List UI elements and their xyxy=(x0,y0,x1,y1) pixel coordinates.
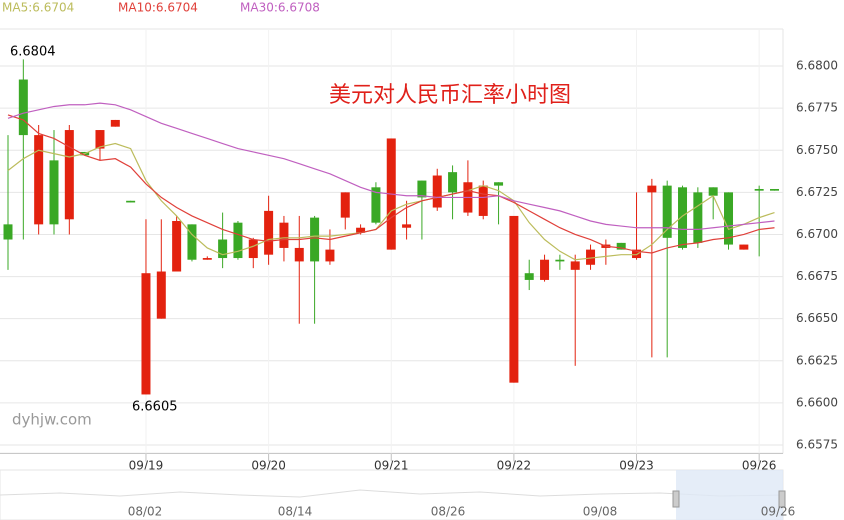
annotation: 6.6804 xyxy=(10,45,56,60)
y-tick-label: 6.6775 xyxy=(796,101,838,115)
candle-body xyxy=(3,224,13,240)
candle-body xyxy=(233,222,243,259)
navigator-label: 08/26 xyxy=(431,505,466,519)
candle-body xyxy=(417,180,427,198)
candle-body xyxy=(356,227,366,233)
candle-body xyxy=(724,192,734,245)
navigator xyxy=(0,469,786,520)
navigator-label: 09/26 xyxy=(761,505,796,519)
candle-body xyxy=(647,185,657,193)
y-tick-label: 6.6625 xyxy=(796,353,838,367)
candle-body xyxy=(110,119,120,127)
candle-body xyxy=(540,259,550,280)
legend-entry: MA5:6.6704 xyxy=(2,1,74,15)
legend: MA5:6.6704 MA10:6.6704 MA30:6.6708 xyxy=(2,1,320,15)
navigator-frame xyxy=(0,469,784,520)
y-tick-label: 6.6600 xyxy=(796,395,838,409)
navigator-handle[interactable] xyxy=(778,490,786,508)
y-tick-label: 6.6725 xyxy=(796,185,838,199)
y-tick-label: 6.6675 xyxy=(796,269,838,283)
candle-body xyxy=(187,224,197,260)
candle-body xyxy=(126,200,136,203)
candle-body xyxy=(432,175,442,208)
navigator-label: 08/02 xyxy=(128,505,163,519)
candle-body xyxy=(218,239,228,259)
chart-title: 美元对人民币汇率小时图 xyxy=(329,83,571,108)
candle-body xyxy=(294,247,304,262)
y-tick-label: 6.6750 xyxy=(796,143,838,157)
y-tick-label: 6.6575 xyxy=(796,437,838,451)
ma-line xyxy=(7,114,775,254)
candle-body xyxy=(739,244,749,250)
candle-body xyxy=(524,273,534,280)
x-tick-label: 09/20 xyxy=(251,459,286,473)
ma-line xyxy=(7,102,775,231)
candle-body xyxy=(402,224,412,228)
plot xyxy=(3,59,779,395)
candle-body xyxy=(586,249,596,265)
watermark: dyhjw.com xyxy=(12,411,92,429)
candle-body xyxy=(448,172,458,193)
navigator-label: 09/08 xyxy=(583,505,618,519)
candle-body xyxy=(770,188,779,191)
candle-body xyxy=(95,130,105,149)
candle-body xyxy=(264,210,274,255)
x-tick-label: 09/21 xyxy=(374,459,409,473)
annotation: 6.6605 xyxy=(132,400,178,415)
candle-body xyxy=(754,188,764,191)
navigator-handle[interactable] xyxy=(672,490,680,508)
x-tick-label: 09/22 xyxy=(497,459,532,473)
ma-line xyxy=(7,142,775,261)
candle-body xyxy=(708,187,718,196)
x-tick-label: 09/23 xyxy=(619,459,654,473)
candle-body xyxy=(678,187,688,248)
candle-body xyxy=(509,215,519,383)
candle-body xyxy=(494,182,504,186)
navigator-window[interactable] xyxy=(676,470,783,520)
candle-body xyxy=(310,217,320,262)
candle-body xyxy=(279,222,289,248)
candle-body xyxy=(49,160,59,225)
candle-body xyxy=(202,258,212,260)
grid: 6.6800 6.6775 6.6750 6.6725 6.6700 6.6675 6.66… xyxy=(0,28,838,473)
y-tick-label: 6.6650 xyxy=(796,311,838,325)
candle-body xyxy=(340,192,350,218)
candle-body xyxy=(570,261,580,270)
candle-body xyxy=(371,187,381,223)
navigator-line xyxy=(0,489,784,498)
y-tick-label: 6.6800 xyxy=(796,59,838,73)
legend-entry: MA30:6.6708 xyxy=(240,1,320,15)
x-tick-label: 09/26 xyxy=(742,459,777,473)
candle-body xyxy=(172,220,182,272)
candle-body xyxy=(156,271,166,319)
navigator-label: 08/14 xyxy=(278,505,313,519)
candle-body xyxy=(478,185,488,216)
x-tick-label: 09/19 xyxy=(129,459,164,473)
candle-body xyxy=(555,259,565,262)
candle-body xyxy=(34,135,44,225)
candle-body xyxy=(693,192,703,243)
candle-body xyxy=(325,249,335,262)
candle-body xyxy=(248,239,258,259)
candle-body xyxy=(141,273,151,395)
candle-body xyxy=(616,242,626,250)
candle-body xyxy=(64,130,74,220)
candle-body xyxy=(18,79,28,136)
candle-body xyxy=(662,185,672,238)
legend-entry: MA10:6.6704 xyxy=(118,1,198,15)
y-tick-label: 6.6700 xyxy=(796,227,838,241)
candle-body xyxy=(632,249,642,259)
